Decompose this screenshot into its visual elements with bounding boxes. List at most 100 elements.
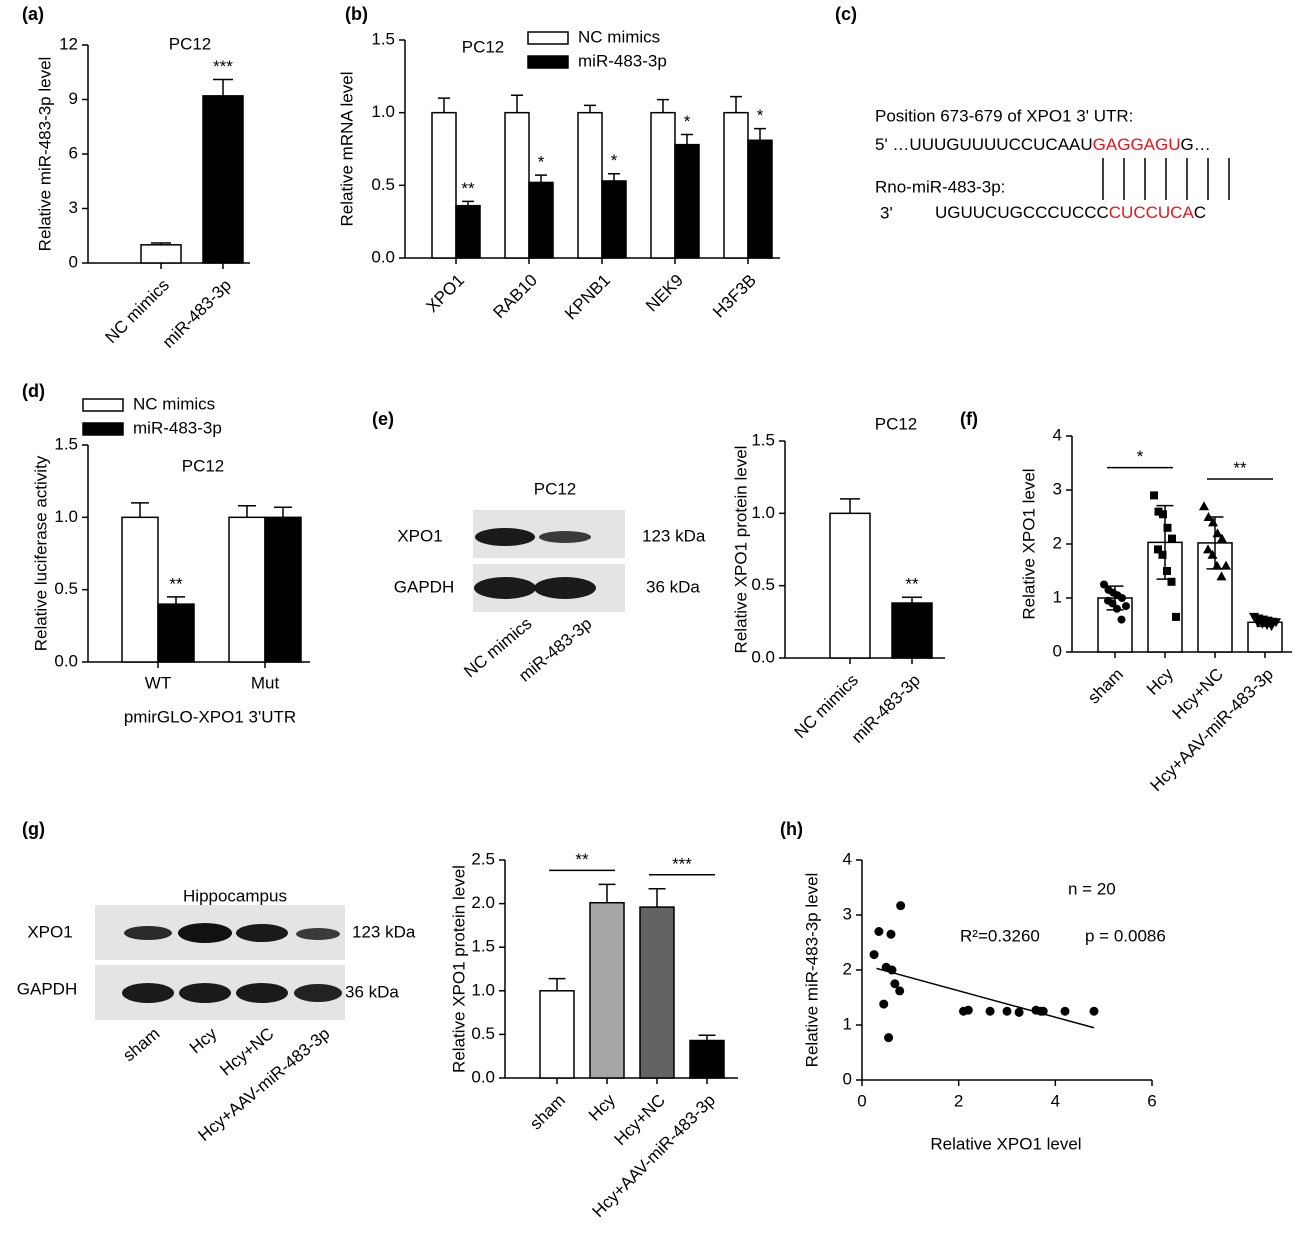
- bar: [747, 139, 773, 259]
- significance-label: *: [611, 151, 618, 170]
- band: [474, 577, 536, 599]
- lane-label: sham: [119, 1024, 163, 1065]
- band: [534, 577, 596, 599]
- y-tick-label: 2: [1053, 533, 1062, 552]
- mirna-seed: CUCCUCA: [1109, 203, 1195, 222]
- data-point: [1154, 545, 1162, 554]
- chart-title: PC12: [875, 414, 918, 433]
- y-tick-label: 1: [1053, 587, 1062, 606]
- sequence-header: Position 673-679 of XPO1 3' UTR:: [875, 106, 1133, 125]
- bar: [140, 244, 182, 264]
- annotation: p = 0.0086: [1085, 926, 1166, 945]
- data-point: [1208, 517, 1218, 527]
- band: [122, 983, 174, 1003]
- data-point: [1203, 512, 1214, 521]
- data-point: [879, 999, 889, 1009]
- size-label: 123 kDa: [352, 922, 416, 941]
- data-point: [1212, 528, 1223, 538]
- chart-title: PC12: [182, 456, 225, 475]
- significance-label: ***: [213, 57, 233, 76]
- legend-swatch: [82, 422, 124, 436]
- data-point: [869, 950, 879, 960]
- size-label: 36 kDa: [646, 577, 700, 596]
- legend-swatch: [527, 55, 569, 69]
- bar: [891, 602, 933, 659]
- target-suffix: G…: [1181, 135, 1211, 154]
- significance-label: **: [1233, 458, 1247, 477]
- x-tick-label: 6: [1147, 1091, 1156, 1110]
- y-tick-label: 1.5: [54, 434, 78, 453]
- pairing-lines: [1102, 158, 1230, 200]
- chart-title: PC12: [462, 37, 505, 56]
- y-tick-label: 1.5: [751, 430, 775, 449]
- panel-letter: (e): [372, 409, 394, 429]
- legend-swatch: [82, 398, 124, 412]
- mirna-sequence: UGUUCUGCCCUCCCCUCCUCAC: [935, 203, 1206, 222]
- bar: [264, 516, 302, 663]
- x-tick-label: Hcy: [1143, 664, 1177, 698]
- bar: [228, 516, 266, 663]
- y-tick-label: 4: [1053, 425, 1062, 444]
- data-point: [1163, 567, 1171, 575]
- error-bar: [131, 502, 149, 518]
- y-tick-label: 0: [1053, 641, 1062, 660]
- significance-label: *: [757, 106, 764, 125]
- data-point: [1172, 612, 1180, 621]
- target-seed: GAGGAGU: [1093, 135, 1181, 154]
- data-point: [1271, 618, 1281, 628]
- data-point: [1014, 1007, 1024, 1017]
- error-bar: [698, 1034, 716, 1041]
- bar: [455, 204, 481, 259]
- mirna-prefix: 3': [880, 203, 893, 222]
- y-tick-label: 0.5: [471, 1024, 495, 1043]
- bar: [539, 990, 575, 1079]
- legend-swatch: [527, 31, 569, 45]
- target-sequence: 5' …UUUGUUUUCCUCAAUGAGGAGUG…: [875, 135, 1211, 154]
- data-point: [1100, 580, 1108, 589]
- band: [475, 528, 535, 546]
- y-tick-label: 4: [843, 849, 852, 868]
- error-bar: [840, 498, 860, 514]
- protein-label: GAPDH: [17, 979, 77, 998]
- panel-letter: (f): [960, 409, 978, 429]
- x-tick-label: H3F3B: [709, 271, 760, 322]
- bar: [601, 180, 627, 259]
- error-bar: [648, 888, 666, 908]
- legend-label: NC mimics: [133, 394, 215, 413]
- y-tick-label: 0.5: [371, 175, 395, 194]
- y-tick-label: 1.0: [54, 507, 78, 526]
- panel-letter: (h): [780, 819, 803, 839]
- x-axis-label: Relative XPO1 level: [930, 1134, 1081, 1153]
- y-axis-label: Relative mRNA level: [337, 72, 356, 227]
- data-point: [1159, 510, 1167, 519]
- y-tick-label: 1: [843, 1014, 852, 1033]
- error-bar: [584, 104, 596, 113]
- bar: [577, 111, 603, 259]
- x-tick-label: XPO1: [422, 271, 468, 317]
- bar: [674, 143, 700, 259]
- size-label: 36 kDa: [345, 982, 399, 1001]
- band: [178, 923, 232, 943]
- y-tick-label: 1.5: [471, 937, 495, 956]
- legend-label: miR-483-3p: [133, 418, 222, 437]
- error-bar: [238, 505, 256, 518]
- panel-letter: (a): [22, 4, 44, 24]
- error-bar: [608, 172, 620, 181]
- bar: [431, 111, 457, 259]
- x-tick-label: NEK9: [642, 271, 687, 316]
- data-point: [1266, 622, 1277, 632]
- band: [236, 983, 288, 1003]
- protein-label: GAPDH: [394, 577, 454, 596]
- x-tick-label: 2: [954, 1091, 963, 1110]
- y-tick-label: 0: [843, 1069, 852, 1088]
- data-point: [1089, 1006, 1099, 1016]
- protein-label: XPO1: [397, 526, 442, 545]
- significance-label: **: [575, 850, 589, 869]
- data-point: [1207, 549, 1218, 559]
- data-point: [1060, 1006, 1070, 1016]
- significance-label: *: [1137, 447, 1144, 466]
- y-tick-label: 12: [59, 34, 78, 53]
- data-point: [1154, 507, 1163, 516]
- annotation: n = 20: [1068, 879, 1116, 898]
